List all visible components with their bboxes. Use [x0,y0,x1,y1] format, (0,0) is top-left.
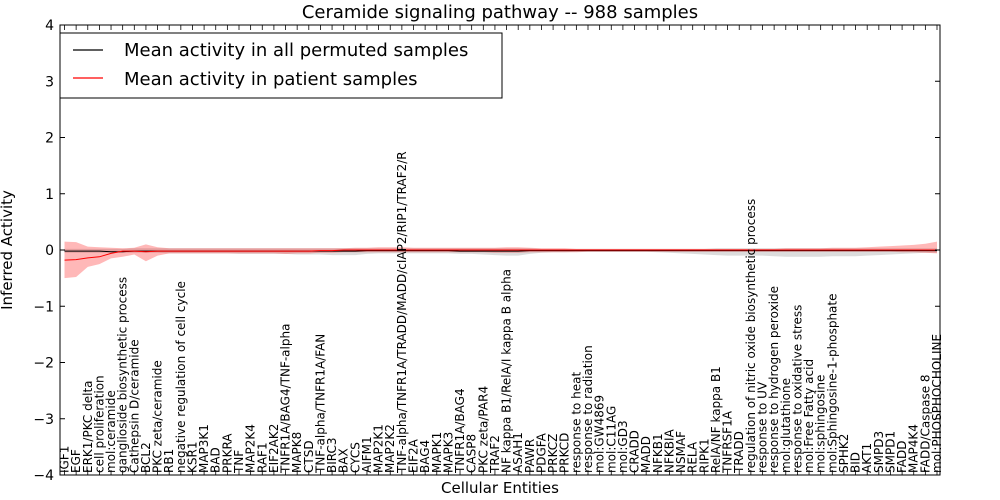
x-tick-label: regulation of nitric oxide biosynthetic … [744,199,758,473]
y-axis-ticks: −4 −3 −2 −1 0 1 2 3 4 [33,18,940,484]
y-tick-label: 1 [45,187,54,203]
x-tick-label: AIFM1 [360,436,374,473]
x-tick-label: KSR1 [186,442,200,473]
x-tick-label: PRKRA [220,433,234,473]
y-tick-label: 0 [45,243,54,259]
x-tick-label: mol:GW4869 [593,395,607,473]
x-tick-label: TNF-alpha/TNFR1A/TRADD/MADD/cIAP2/RIP1/T… [395,151,409,474]
y-tick-label: −2 [33,356,54,372]
x-tick-label: mol:ceramide [104,390,118,473]
x-tick-label: EGF [69,449,83,473]
x-tick-label: MAPK8 [290,432,304,473]
x-tick-label: EIF2A [407,438,421,473]
x-tick-label: mol:GD3 [616,420,630,473]
x-tick-label: response to heat [569,371,583,473]
x-tick-label: TNFR1A/BAG4/TNF-alpha [279,324,293,474]
x-tick-label: CASP8 [465,434,479,473]
x-tick-label: RAF1 [255,442,269,473]
legend-box [59,32,503,99]
y-tick-label: −1 [33,299,54,315]
x-tick-label: MAPK3 [441,432,455,473]
x-tick-label: TNFRSF1A [721,410,735,474]
x-tick-label: MAP3K1 [197,424,211,473]
x-tick-label: mol:glutathione [779,378,793,473]
x-tick-label: MADD [639,436,653,473]
x-tick-label: MAP4K4 [907,424,921,473]
x-tick-label: response to radiation [581,345,595,473]
y-tick-label: 4 [45,18,54,34]
x-tick-label: SPHK2 [837,434,851,473]
y-axis-label: Inferred Activity [0,190,16,310]
x-tick-label: TRADD [732,431,746,474]
x-axis-ticks [64,25,938,475]
x-tick-label: response to hydrogen peroxide [767,286,781,473]
x-tick-label: BID [849,452,863,473]
x-tick-label: TNFR1A/BAG4 [453,388,467,474]
x-tick-label: RIPK1 [697,438,711,473]
x-tick-label: RELA [686,441,700,473]
x-tick-label: PDGFA [535,432,549,473]
x-tick-label: SMPD3 [872,431,886,473]
y-tick-label: −3 [33,412,54,428]
series-lines [64,249,937,261]
x-tick-label: mol:PHOSPHOCHOLINE [930,334,944,473]
x-tick-label: CTSD [302,440,316,473]
x-tick-label: ERK1/PKC delta [81,380,95,473]
x-tick-label: MAP2K2 [383,424,397,473]
chart-title: Ceramide signaling pathway -- 988 sample… [302,2,698,23]
x-tick-label: Cathepsin D/ceramide [127,339,141,473]
x-tick-label: mol:C11AG [604,406,618,473]
x-tick-label: PRKCZ [546,434,560,473]
x-tick-label: FADD/Caspase 8 [918,374,932,473]
x-tick-label: response to oxidative stress [790,305,804,473]
x-tick-label: BAD [209,447,223,473]
x-tick-label: negative regulation of cell cycle [174,281,188,473]
x-tick-label: BAG4 [418,440,432,473]
x-axis-label: Cellular Entities [441,479,559,497]
legend: Mean activity in all permuted samples Me… [59,32,503,99]
x-tick-label: FADD [895,441,909,474]
patient-mean-line [64,249,937,261]
x-tick-label: ganglioside biosynthetic process [116,277,130,473]
x-tick-label: PKC zeta/PAR4 [476,386,490,473]
x-tick-label: mol:Free Fatty acid [802,359,816,473]
x-tick-label: PRKCD [558,433,572,473]
x-tick-label: MAP2K1 [372,424,386,473]
x-tick-label: IGF1 [58,446,72,473]
x-tick-label: TNF-alpha/TNFR1A/FAN [313,334,327,474]
x-tick-label: cell proliferation [92,375,106,473]
x-tick-label: PAWR [523,439,537,473]
x-tick-label: TRAF2 [488,435,502,474]
x-tick-label: mol:sphingosine [814,375,828,473]
y-tick-label: −4 [33,468,54,484]
x-tick-label: ASAH1 [511,432,525,473]
x-tick-label: BIRC3 [325,437,339,473]
x-tick-label: RelA/NF kappa B1 [709,366,723,473]
y-tick-label: 2 [45,131,54,147]
x-tick-label: CYCS [348,442,362,473]
x-tick-label: TNF [232,450,246,474]
x-tick-label: BCL2 [139,442,153,473]
x-tick-label: SMPD1 [884,431,898,473]
x-tick-label: PKC zeta/ceramide [151,360,165,473]
x-tick-label: mol:Sphingosine-1-phosphate [825,294,839,474]
x-tick-label: NFKBIA [662,428,676,473]
legend-label-patient: Mean activity in patient samples [124,69,418,90]
y-tick-label: 3 [45,74,54,90]
x-tick-label: NSMAF [674,431,688,473]
x-tick-label: MAP2K4 [244,424,258,473]
x-tick-label: RB1 [162,449,176,473]
legend-label-permuted: Mean activity in all permuted samples [124,40,468,61]
x-tick-label: MAPK1 [430,432,444,473]
plot-frame [59,24,941,476]
x-tick-label: BAX [337,448,351,473]
x-tick-label: NF kappa B1/RelA/I kappa B alpha [500,269,514,473]
x-tick-label: NFKB1 [651,433,665,473]
x-tick-label: AKT1 [860,443,874,473]
x-tick-label: CRADD [628,430,642,473]
x-tick-label: response to UV [756,381,770,473]
x-tick-label: EIF2AK2 [267,424,281,473]
